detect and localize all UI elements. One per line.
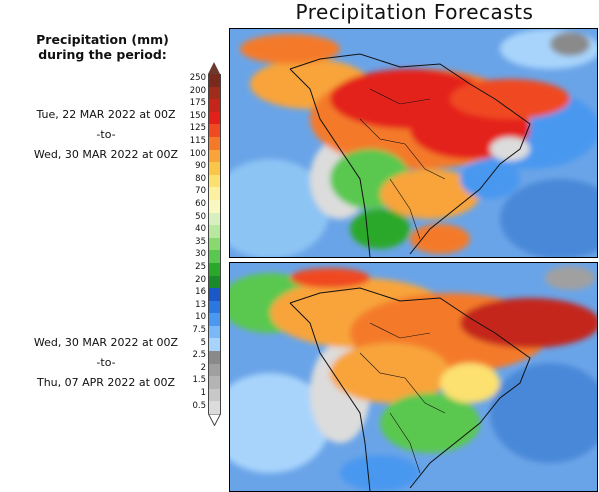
period-1-end: Wed, 30 MAR 2022 at 00Z [33, 148, 179, 161]
forecast-map-period-1 [229, 28, 598, 258]
colorbar-segment [208, 212, 221, 226]
period-1-start: Tue, 22 MAR 2022 at 00Z [36, 108, 176, 121]
colorbar-segment [208, 225, 221, 238]
colorbar-segment [208, 162, 221, 175]
colorbar-tick-label: 125 [189, 123, 206, 134]
colorbar-tick-label: 2 [200, 362, 206, 373]
colorbar-tick-label: 100 [189, 148, 206, 159]
colorbar-segment [208, 149, 221, 163]
legend-title: Precipitation (mm) during the period: [20, 32, 185, 62]
colorbar-top-arrow [208, 62, 220, 74]
colorbar-tick-label: 200 [189, 85, 206, 96]
colorbar-tick-label: 0.5 [192, 400, 206, 411]
colorbar-tick-label: 90 [195, 161, 206, 172]
colorbar-segment [208, 237, 221, 251]
colorbar-bottom-arrow [208, 414, 221, 427]
colorbar-segment [208, 275, 221, 289]
colorbar-segment [208, 313, 221, 326]
colorbar-tick-label: 13 [195, 299, 206, 310]
colorbar-segment [208, 124, 221, 137]
colorbar-segment [208, 325, 221, 339]
colorbar-tick-label: 25 [195, 262, 206, 272]
period-1-sep: -to- [96, 128, 116, 141]
colorbar-segment [208, 86, 221, 100]
colorbar-segment [208, 199, 221, 213]
colorbar-tick-label: 20 [195, 274, 206, 285]
colorbar-tick-label: 1.5 [192, 375, 206, 386]
colorbar-tick-label: 35 [195, 236, 206, 247]
colorbar-segment [208, 262, 221, 276]
colorbar-tick-label: 175 [189, 98, 206, 109]
colorbar-tick-label: 10 [195, 312, 206, 323]
colorbar-segment [208, 300, 221, 314]
legend-title-line1: Precipitation (mm) [36, 32, 169, 47]
colorbar [208, 62, 221, 427]
page-title: Precipitation Forecasts [295, 0, 534, 24]
colorbar-tick-label: 16 [195, 287, 206, 298]
colorbar-tick-label: 60 [195, 199, 206, 209]
colorbar-segment [208, 338, 221, 352]
colorbar-segment [208, 376, 221, 389]
colorbar-tick-label: 7.5 [192, 325, 206, 335]
colorbar-tick-label: 250 [189, 73, 206, 83]
colorbar-segment [208, 187, 221, 200]
colorbar-tick-label: 40 [195, 224, 206, 235]
colorbar-segment [208, 288, 221, 301]
colorbar-segment [208, 99, 221, 112]
colorbar-tick-label: 30 [195, 249, 206, 260]
period-1-label: Tue, 22 MAR 2022 at 00Z -to- Wed, 30 MAR… [16, 105, 196, 165]
colorbar-segment [208, 363, 221, 377]
colorbar-segment [208, 111, 221, 125]
period-2-sep: -to- [96, 356, 116, 369]
forecast-map-period-2 [229, 262, 598, 492]
colorbar-segment [208, 401, 221, 415]
colorbar-segment [208, 250, 221, 263]
period-2-label: Wed, 30 MAR 2022 at 00Z -to- Thu, 07 APR… [16, 333, 196, 393]
colorbar-tick-label: 70 [195, 186, 206, 197]
colorbar-segment [208, 174, 221, 188]
colorbar-segment [208, 351, 221, 364]
colorbar-tick-label: 2.5 [192, 350, 206, 361]
colorbar-tick-label: 80 [195, 173, 206, 184]
colorbar-tick-label: 50 [195, 211, 206, 222]
period-2-start: Wed, 30 MAR 2022 at 00Z [33, 336, 179, 349]
colorbar-segment [208, 136, 221, 150]
legend-title-line2: during the period: [38, 47, 167, 62]
colorbar-tick-label: 150 [189, 110, 206, 121]
colorbar-tick-label: 5 [200, 337, 206, 348]
colorbar-tick-label: 1 [200, 388, 206, 398]
period-2-end: Thu, 07 APR 2022 at 00Z [36, 376, 176, 389]
colorbar-segment [208, 388, 221, 402]
colorbar-tick-label: 115 [189, 136, 206, 146]
colorbar-segment [208, 74, 221, 87]
